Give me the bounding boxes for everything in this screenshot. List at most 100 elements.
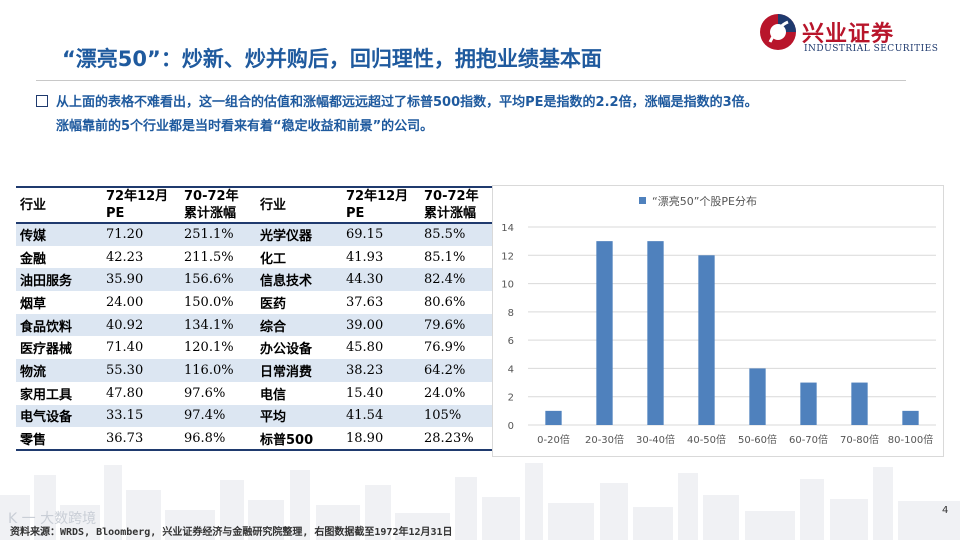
cell-pe: 55.30	[102, 359, 180, 382]
logo-mark-icon	[760, 14, 796, 50]
bullet-square-icon	[36, 95, 48, 107]
header-pe: 72年12月 PE	[102, 186, 180, 224]
cell-pe: 24.00	[106, 294, 144, 310]
x-tick-label: 50-60倍	[738, 433, 777, 446]
source-note: 资料来源：WRDS, Bloomberg, 兴业证券经济与金融研究院整理, 右图…	[10, 527, 453, 538]
legend-swatch	[639, 197, 646, 204]
cell-pe: 71.20	[102, 223, 180, 246]
cell-pe: 42.23	[106, 249, 144, 265]
pe-distribution-chart: 0 2 4 6 8 10 12 14 0-20倍 20-30倍 30-40倍 40-50倍 50-60倍…	[492, 185, 944, 457]
cell-pe: 44.30	[342, 268, 420, 292]
x-tick-label: 80-100倍	[888, 433, 933, 446]
cell-pe: 15.40	[346, 385, 384, 401]
bullet-text: 从上面的表格不难看出，这一组合的估值和涨幅都远远超过了标普500指数，平均PE是…	[56, 91, 936, 139]
header-gain-line2: 累计涨幅	[424, 206, 477, 221]
cell-pe: 38.23	[342, 359, 420, 382]
cell-pe: 47.80	[106, 385, 144, 401]
logo-chinese-name: 兴业证券	[802, 21, 895, 47]
legend-label: “漂亮50”个股PE分布	[652, 194, 757, 208]
header-industry: 行业	[16, 186, 102, 224]
header-pe-line1: 72年12月	[346, 189, 409, 204]
cell-pe: 41.93	[346, 249, 384, 265]
cell-pe: 71.40	[106, 340, 144, 356]
table-row: 家用工具 47.80 97.6% 电信 15.40 24.0%	[16, 382, 495, 405]
cell-industry: 平均	[256, 404, 342, 428]
cell-pe: 40.92	[102, 313, 180, 337]
header-pe-line2: PE	[346, 206, 365, 221]
title-divider	[36, 80, 906, 81]
bar	[647, 241, 664, 425]
y-tick-label: 14	[501, 223, 514, 234]
cell-industry: 家用工具	[20, 387, 73, 403]
bullet-line-2: 涨幅靠前的5个行业都是当时看来有着“稳定收益和前景”的公司。	[56, 119, 434, 134]
table-row: 传媒 71.20 251.1% 光学仪器 69.15 85.5%	[16, 223, 495, 246]
cell-industry: 综合	[256, 313, 342, 337]
page-number: 4	[942, 505, 949, 516]
cell-industry: 油田服务	[16, 268, 102, 292]
y-tick-label: 12	[501, 251, 514, 262]
header-gain-line2: 累计涨幅	[184, 206, 237, 221]
cell-gain: 116.0%	[180, 359, 256, 382]
cell-pe: 35.90	[102, 268, 180, 292]
header-pe-2: 72年12月 PE	[342, 186, 420, 224]
table-row: 烟草 24.00 150.0% 医药 37.63 80.6%	[16, 291, 495, 314]
table-row: 物流 55.30 116.0% 日常消费 38.23 64.2%	[16, 359, 495, 382]
cell-gain: 156.6%	[180, 268, 256, 292]
cell-gain: 24.0%	[424, 385, 466, 401]
bar	[698, 255, 715, 425]
cell-gain: 82.4%	[420, 268, 495, 292]
cell-gain: 85.1%	[424, 249, 466, 265]
header-industry-2: 行业	[256, 186, 342, 224]
bar	[749, 368, 766, 425]
y-tick-label: 10	[501, 280, 514, 291]
y-tick-label: 8	[508, 308, 514, 319]
y-tick-label: 0	[508, 421, 514, 432]
x-tick-label: 60-70倍	[789, 433, 828, 446]
cell-pe: 37.63	[346, 294, 384, 310]
cell-gain: 64.2%	[420, 359, 495, 382]
table-row: 金融 42.23 211.5% 化工 41.93 85.1%	[16, 246, 495, 269]
page-title: “漂亮50”：炒新、炒并购后，回归理性，拥抱业绩基本面	[62, 47, 602, 71]
header-gain: 70-72年 累计涨幅	[180, 186, 256, 224]
x-tick-label: 30-40倍	[636, 433, 675, 446]
table-row: 零售 36.73 96.8% 标普500 18.90 28.23%	[16, 427, 495, 451]
cell-industry: 化工	[260, 251, 287, 267]
cell-gain: 97.4%	[180, 404, 256, 428]
table-row: 油田服务 35.90 156.6% 信息技术 44.30 82.4%	[16, 268, 495, 292]
y-tick-label: 6	[508, 336, 514, 347]
logo-english-name: INDUSTRIAL SECURITIES	[804, 44, 939, 54]
x-tick-label: 0-20倍	[537, 433, 570, 446]
cell-gain: 105%	[420, 404, 495, 428]
cell-industry: 电气设备	[16, 404, 102, 428]
cell-pe: 69.15	[342, 223, 420, 246]
cell-pe: 36.73	[102, 427, 180, 451]
bar	[800, 382, 817, 425]
cell-pe: 18.90	[342, 427, 420, 451]
chart-frame	[492, 185, 944, 457]
header-pe-line2: PE	[106, 206, 125, 221]
cell-gain: 96.8%	[180, 427, 256, 451]
header-gain-2: 70-72年 累计涨幅	[420, 186, 495, 224]
cell-industry: 烟草	[20, 296, 47, 312]
cell-industry: 光学仪器	[256, 223, 342, 246]
cell-pe: 33.15	[102, 404, 180, 428]
cell-industry: 零售	[16, 427, 102, 451]
bar	[545, 410, 562, 425]
bar	[851, 382, 868, 425]
bullet-line-1: 从上面的表格不难看出，这一组合的估值和涨幅都远远超过了标普500指数，平均PE是…	[56, 95, 758, 110]
cell-gain: 251.1%	[180, 223, 256, 246]
y-tick-label: 2	[508, 393, 514, 404]
bar	[596, 241, 613, 425]
cell-industry: 标普500	[256, 427, 342, 451]
cell-industry: 医疗器械	[20, 342, 73, 358]
cell-gain: 97.6%	[184, 385, 226, 401]
table-row: 医疗器械 71.40 120.1% 办公设备 45.80 76.9%	[16, 336, 495, 359]
x-tick-label: 70-80倍	[840, 433, 879, 446]
header-gain-line1: 70-72年	[424, 189, 479, 204]
cell-gain: 79.6%	[420, 313, 495, 337]
header-gain-line1: 70-72年	[184, 189, 239, 204]
x-tick-label: 20-30倍	[585, 433, 624, 446]
y-tick-label: 4	[508, 364, 514, 375]
cell-gain: 28.23%	[420, 427, 495, 451]
cell-gain: 120.1%	[184, 340, 234, 356]
